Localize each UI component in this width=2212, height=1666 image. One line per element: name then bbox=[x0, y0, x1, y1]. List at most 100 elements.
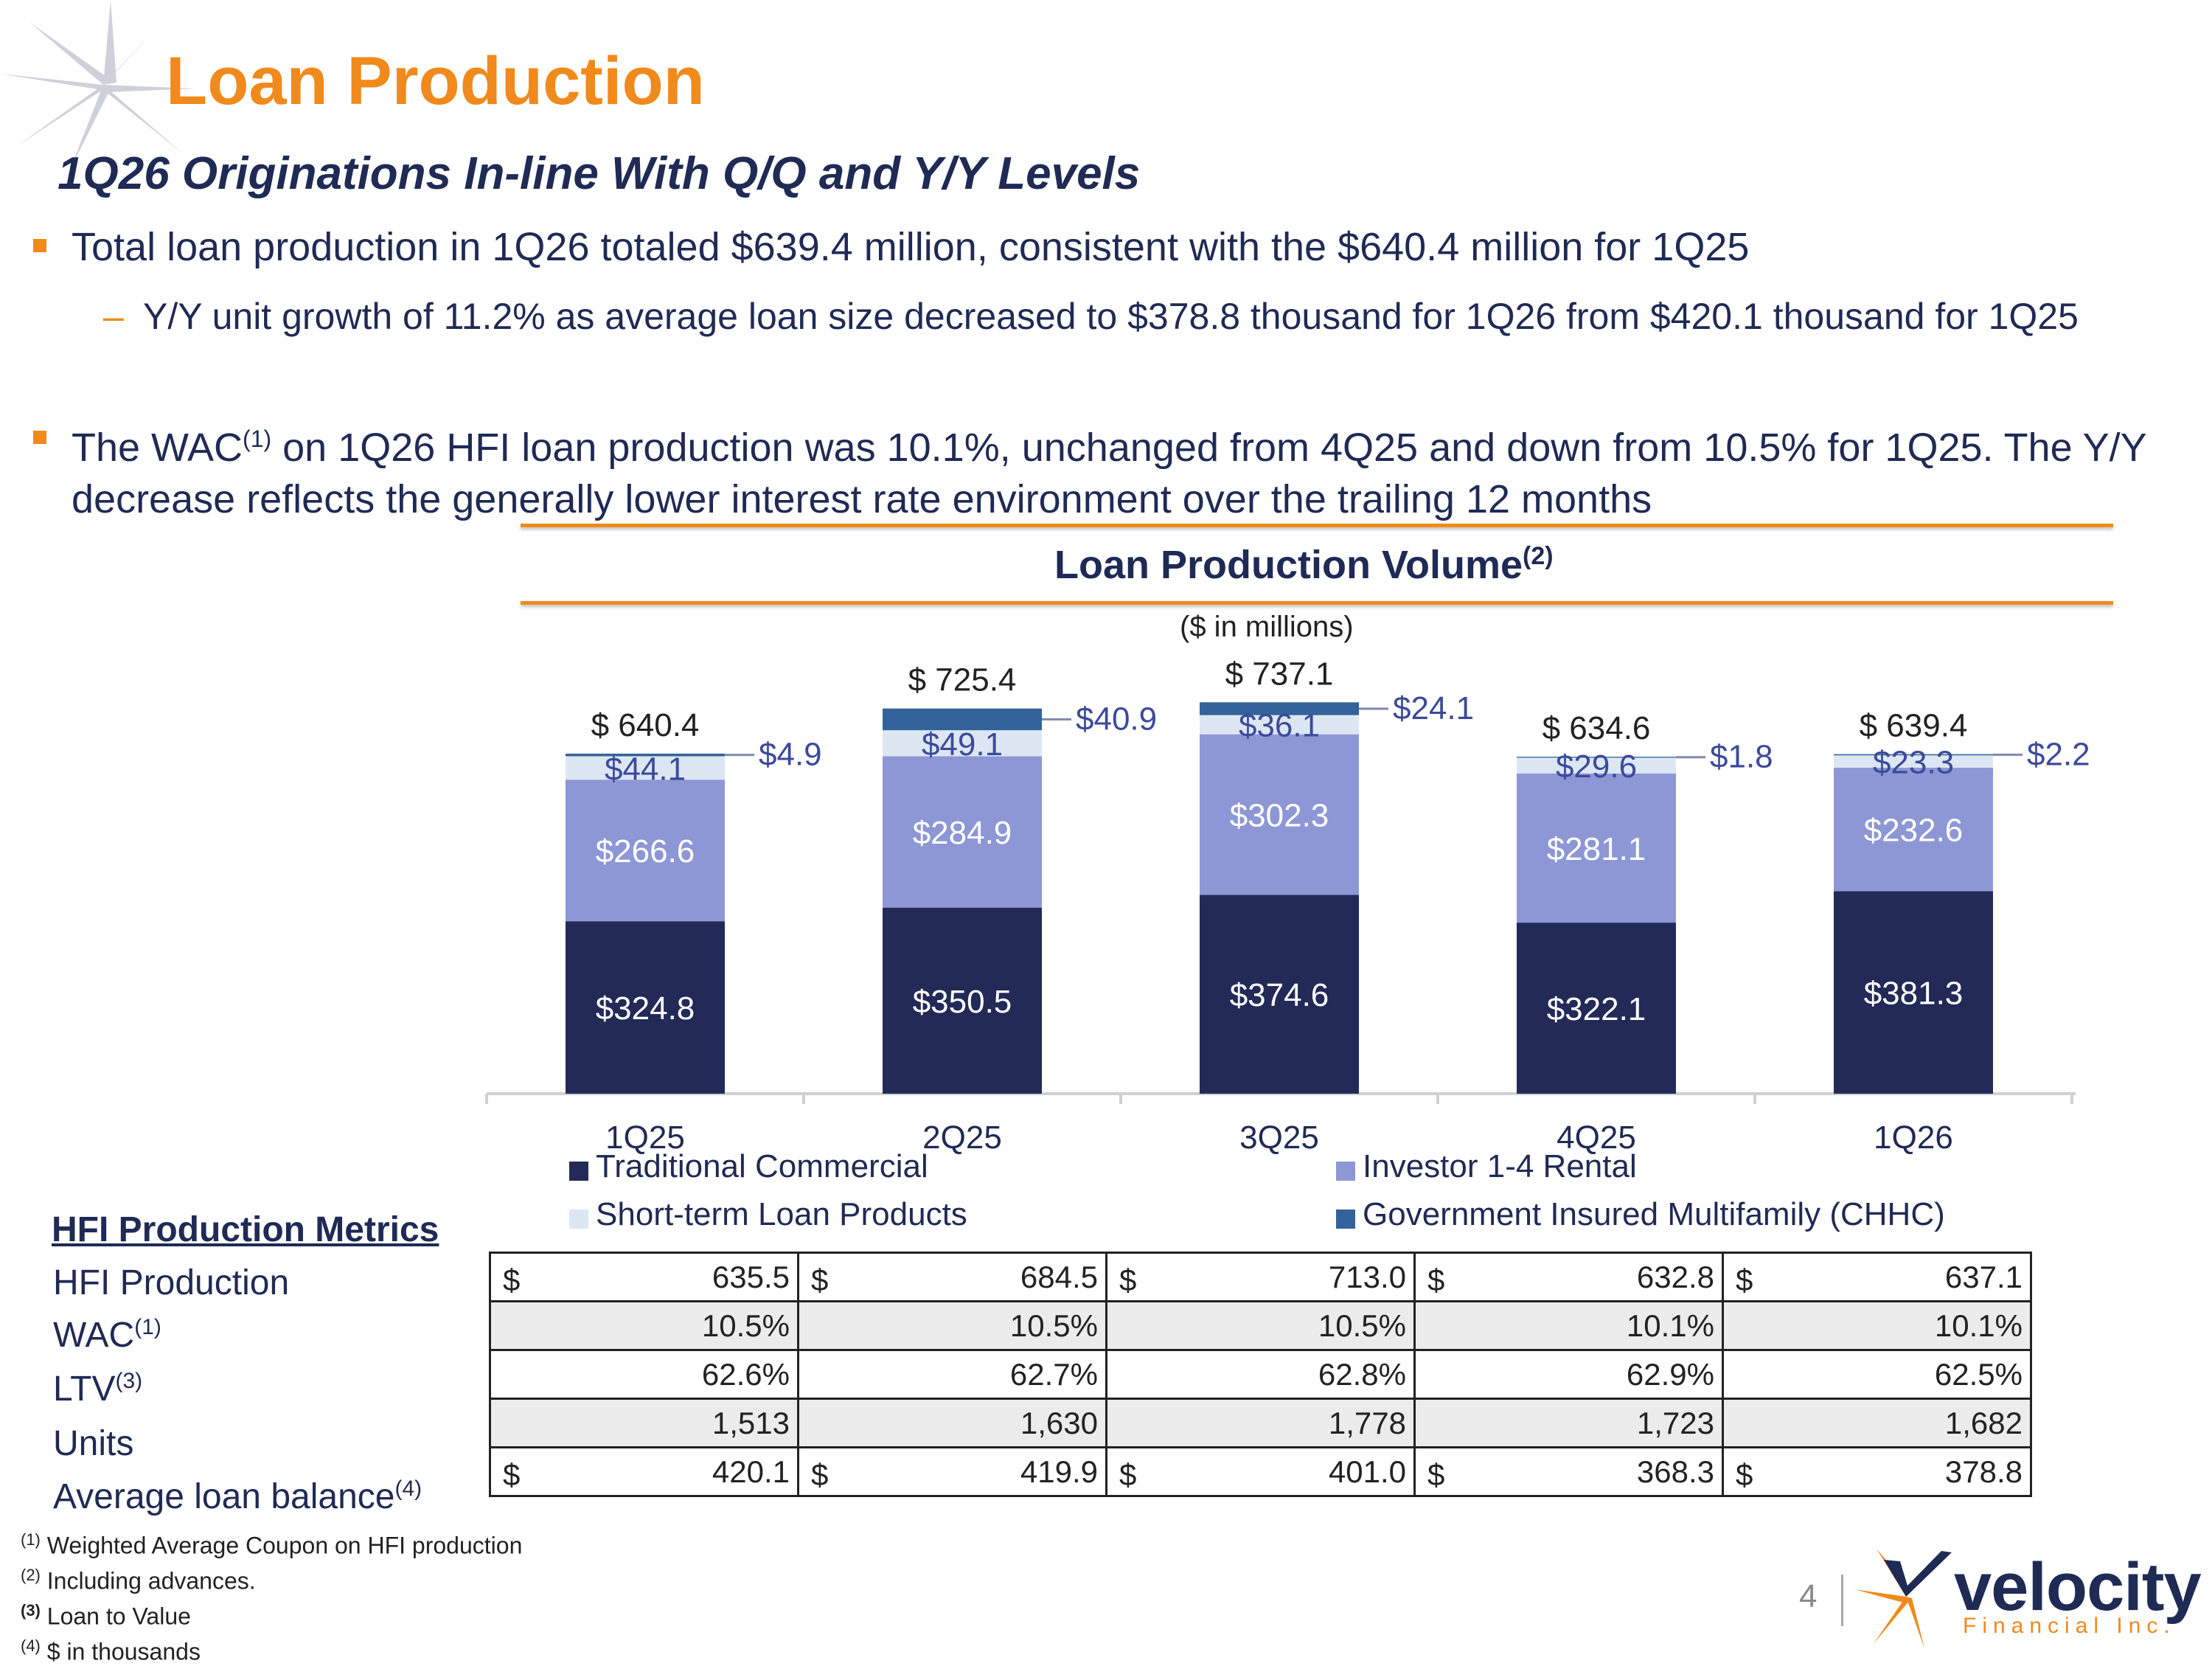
bullet-2-text: The WAC(1) on 1Q26 HFI loan production w… bbox=[72, 426, 2146, 521]
data-label: $232.6 bbox=[1864, 813, 1964, 849]
chart-title-rule-top bbox=[521, 524, 2113, 527]
footnote-2: (2) Including advances. bbox=[21, 1566, 256, 1594]
data-label: $4.9 bbox=[759, 737, 822, 773]
sub-bullet-1-text: Y/Y unit growth of 11.2% as average loan… bbox=[143, 296, 2079, 337]
table-cell: 10.1% bbox=[1413, 1300, 1724, 1351]
bar-segment-investor-1-4-rental bbox=[1200, 734, 1359, 895]
table-cell: 10.5% bbox=[489, 1300, 799, 1351]
velocity-logo-icon bbox=[1854, 1549, 1952, 1648]
bullet-1-text: Total loan production in 1Q26 totaled $6… bbox=[72, 225, 1750, 269]
table-cell: $401.0 bbox=[1105, 1446, 1416, 1497]
legend-swatch bbox=[1336, 1209, 1355, 1229]
table-row: $635.5 $684.5 $713.0 $632.8 $637.1 bbox=[489, 1252, 2032, 1302]
data-label: $322.1 bbox=[1547, 991, 1646, 1027]
bar-segment-short-term-loan-products bbox=[1834, 755, 1993, 768]
data-label: $24.1 bbox=[1393, 690, 1474, 726]
table-row: 1,513 1,630 1,778 1,723 1,682 bbox=[489, 1398, 2032, 1448]
bar-segment-short-term-loan-products bbox=[883, 730, 1042, 757]
total-label: $ 640.4 bbox=[591, 707, 700, 743]
metrics-heading: HFI Production Metrics bbox=[52, 1210, 439, 1249]
table-cell: $637.1 bbox=[1722, 1252, 2032, 1302]
data-label: $2.2 bbox=[2027, 736, 2090, 772]
star-burst-icon bbox=[0, 0, 195, 170]
table-cell: 10.5% bbox=[1105, 1300, 1416, 1351]
data-label: $44.1 bbox=[605, 751, 686, 787]
bar-segment-short-term-loan-products bbox=[566, 756, 725, 780]
table-cell: 1,778 bbox=[1105, 1398, 1416, 1448]
legend-swatch bbox=[569, 1209, 588, 1229]
legend-label: Government Insured Multifamily (CHHC) bbox=[1363, 1196, 1945, 1232]
data-label: $302.3 bbox=[1230, 797, 1329, 833]
table-cell: 62.5% bbox=[1722, 1349, 2032, 1400]
data-label: $29.6 bbox=[1556, 749, 1637, 785]
table-cell: 10.1% bbox=[1722, 1300, 2032, 1351]
legend-label: Short-term Loan Products bbox=[596, 1196, 967, 1232]
chart-subtitle: ($ in millions) bbox=[1180, 611, 1354, 643]
data-label: $350.5 bbox=[913, 984, 1012, 1020]
data-label: $284.9 bbox=[913, 815, 1012, 851]
metrics-table: $635.5 $684.5 $713.0 $632.8 $637.1 10.5%… bbox=[489, 1252, 2032, 1497]
total-label: $ 737.1 bbox=[1225, 656, 1334, 692]
x-tick-label: 2Q25 bbox=[922, 1120, 1002, 1156]
x-tick-label: 1Q26 bbox=[1874, 1120, 1953, 1156]
legend-label: Investor 1-4 Rental bbox=[1363, 1148, 1637, 1184]
data-label: $266.6 bbox=[596, 833, 695, 870]
page-title: Loan Production bbox=[166, 44, 705, 119]
bar-segment-short-term-loan-products bbox=[1517, 757, 1676, 774]
legend-swatch bbox=[1336, 1162, 1355, 1181]
bullet-marker bbox=[33, 239, 46, 252]
bar-segment-investor-1-4-rental bbox=[566, 780, 725, 922]
footnote-4: (4) $ in thousands bbox=[21, 1637, 201, 1665]
page-subtitle: 1Q26 Originations In-line With Q/Q and Y… bbox=[58, 148, 1141, 199]
table-cell: $632.8 bbox=[1413, 1252, 1724, 1302]
table-cell: 62.8% bbox=[1105, 1349, 1416, 1400]
x-tick-label: 4Q25 bbox=[1557, 1120, 1636, 1156]
footer-divider bbox=[1841, 1575, 1843, 1626]
bar-segment-government-insured-multifamily-chhc- bbox=[566, 753, 725, 757]
dash-marker: – bbox=[103, 296, 124, 337]
logo-wordmark: velocity bbox=[1954, 1549, 2202, 1625]
chart-title-rule-bottom bbox=[521, 601, 2113, 605]
table-row: $420.1 $419.9 $401.0 $368.3 $378.8 bbox=[489, 1446, 2032, 1497]
data-label: $23.3 bbox=[1873, 745, 1954, 781]
bar-segment-government-insured-multifamily-chhc- bbox=[883, 708, 1042, 731]
table-cell: $635.5 bbox=[489, 1252, 799, 1302]
metric-label-ltv: LTV(3) bbox=[53, 1369, 143, 1409]
table-cell: $713.0 bbox=[1105, 1252, 1416, 1302]
data-label: $381.3 bbox=[1864, 976, 1964, 1012]
table-cell: $368.3 bbox=[1413, 1446, 1724, 1497]
legend-label: Traditional Commercial bbox=[596, 1148, 928, 1184]
chart-title: Loan Production Volume(2) bbox=[1054, 542, 1554, 587]
bar-segment-short-term-loan-products bbox=[1200, 715, 1359, 735]
bar-segment-traditional-commercial bbox=[1517, 923, 1676, 1094]
table-row: 10.5% 10.5% 10.5% 10.1% 10.1% bbox=[489, 1300, 2032, 1351]
table-cell: 1,682 bbox=[1722, 1398, 2032, 1448]
table-cell: 1,723 bbox=[1413, 1398, 1724, 1448]
bar-segment-government-insured-multifamily-chhc- bbox=[1200, 702, 1359, 715]
bar-segment-traditional-commercial bbox=[1200, 895, 1359, 1094]
page-number: 4 bbox=[1799, 1578, 1818, 1614]
table-cell: 10.5% bbox=[797, 1300, 1107, 1351]
total-label: $ 634.6 bbox=[1543, 710, 1651, 746]
table-cell: $419.9 bbox=[797, 1446, 1107, 1497]
data-label: $36.1 bbox=[1239, 708, 1320, 744]
bar-segment-government-insured-multifamily-chhc- bbox=[1834, 754, 1993, 756]
x-tick-label: 1Q25 bbox=[605, 1120, 685, 1156]
data-label: $1.8 bbox=[1710, 739, 1773, 775]
metric-label-wac: WAC(1) bbox=[53, 1315, 161, 1355]
legend-swatch bbox=[569, 1162, 588, 1181]
bar-segment-investor-1-4-rental bbox=[1517, 773, 1676, 923]
metric-label-units: Units bbox=[53, 1424, 134, 1463]
metric-label-hfi-production: HFI Production bbox=[53, 1263, 290, 1302]
total-label: $ 639.4 bbox=[1860, 708, 1968, 744]
bar-segment-traditional-commercial bbox=[1834, 891, 1993, 1094]
bar-segment-investor-1-4-rental bbox=[1834, 767, 1993, 892]
logo-subtext: Financial Inc. bbox=[1963, 1614, 2176, 1638]
total-label: $ 725.4 bbox=[908, 662, 1017, 698]
bar-segment-investor-1-4-rental bbox=[883, 756, 1042, 908]
table-cell: 62.7% bbox=[797, 1349, 1107, 1400]
bar-segment-traditional-commercial bbox=[566, 921, 725, 1094]
table-cell: 62.6% bbox=[489, 1349, 799, 1400]
data-label: $281.1 bbox=[1547, 831, 1646, 867]
table-cell: $684.5 bbox=[797, 1252, 1107, 1302]
